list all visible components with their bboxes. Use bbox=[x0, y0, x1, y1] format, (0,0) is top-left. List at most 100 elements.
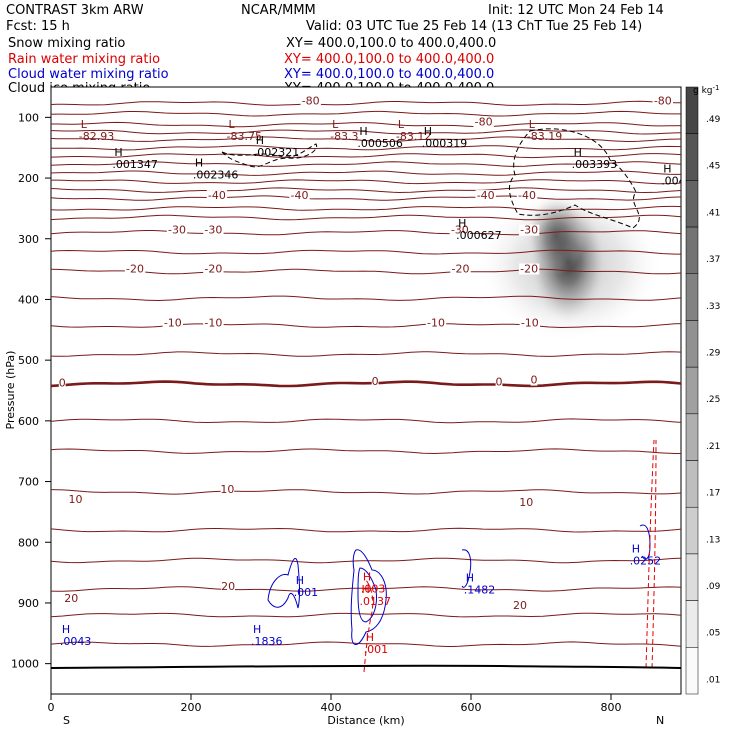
isotherm-label-bg bbox=[58, 377, 66, 389]
colorbar-label: .29 bbox=[706, 348, 721, 358]
cloud-ice-max-value: .000627 bbox=[456, 229, 502, 242]
isotherm-line bbox=[51, 187, 681, 194]
cloud-water-max-marker: H bbox=[62, 623, 70, 636]
isotherm-label-bg bbox=[203, 317, 224, 329]
cloud-ice-contour-right bbox=[508, 128, 640, 229]
y-tick-label: 900 bbox=[18, 597, 39, 610]
isotherm-line bbox=[51, 586, 681, 592]
field-snow-label: Snow mixing ratio bbox=[8, 36, 125, 51]
field-cloudwater-xy: XY= 400.0,100.0 to 400.0,400.0 bbox=[284, 67, 494, 82]
cloud-ice-max-value: .002346 bbox=[193, 168, 239, 181]
y-tick-label: 800 bbox=[18, 536, 39, 549]
terrain-surface-line bbox=[51, 664, 681, 669]
rain-max-value: .001 bbox=[364, 643, 389, 656]
colorbar-label: .21 bbox=[706, 442, 720, 452]
y-tick-label: 600 bbox=[18, 415, 39, 428]
isotherm-label: -80 bbox=[654, 94, 672, 107]
forecast-hour: Fcst: 15 h bbox=[6, 19, 70, 34]
cloud-ice-max-marker: H bbox=[458, 217, 466, 230]
cloud-water-max-value: .0043 bbox=[60, 635, 92, 648]
cloud-ice-max-value: .00468 bbox=[661, 175, 700, 188]
isotherm-label-bg bbox=[300, 95, 321, 107]
cloud-ice-max-value: .003393 bbox=[572, 158, 618, 171]
isotherm-label: -10 bbox=[164, 317, 182, 330]
isotherm-line bbox=[51, 100, 681, 106]
rain-max-value: .003 bbox=[361, 582, 386, 595]
isotherm-line bbox=[51, 153, 681, 159]
isotherm-label-bg bbox=[475, 190, 496, 202]
colorbar-label: .05 bbox=[706, 629, 720, 639]
isotherm-label-bg bbox=[203, 224, 224, 236]
colorbar-label: .17 bbox=[706, 489, 720, 499]
x-tick-label: 600 bbox=[461, 701, 482, 714]
isotherm-line bbox=[51, 195, 681, 201]
isotherm-line bbox=[51, 527, 681, 533]
isotherm-label-bg bbox=[166, 224, 188, 236]
isotherm-label: -30 bbox=[168, 224, 186, 237]
colorbar-swatch bbox=[685, 320, 699, 368]
isotherm-label-bg bbox=[652, 95, 673, 107]
isotherm-label: -10 bbox=[427, 317, 445, 330]
isotherm-line bbox=[51, 323, 681, 329]
cloud-ice-max-value: .002321 bbox=[254, 146, 299, 159]
isotherm-label: -10 bbox=[204, 317, 222, 330]
low-marker: L bbox=[81, 118, 88, 131]
low-value: -83.12 bbox=[396, 130, 431, 143]
isotherm-line bbox=[51, 170, 681, 176]
isotherm-label: 10 bbox=[69, 493, 83, 506]
isotherm-label-bg bbox=[450, 263, 471, 275]
isotherm-label-bg bbox=[371, 375, 379, 387]
isotherm-line bbox=[51, 612, 681, 618]
isotherm-label-bg bbox=[530, 374, 538, 386]
isotherm-line bbox=[51, 136, 681, 143]
cloud-ice-max-marker: H bbox=[359, 125, 367, 138]
cloud-ice-max-value: .000319 bbox=[422, 137, 468, 150]
isotherm-label-bg bbox=[518, 224, 540, 236]
field-cloudwater-label: Cloud water mixing ratio bbox=[8, 67, 169, 82]
field-rain-label: Rain water mixing ratio bbox=[8, 52, 160, 67]
isotherm-label: -30 bbox=[451, 224, 469, 237]
rain-max-marker: H bbox=[363, 570, 371, 583]
isotherm-label: -30 bbox=[204, 224, 222, 237]
isotherm-label-bg bbox=[206, 190, 228, 202]
y-tick-label: 300 bbox=[18, 233, 39, 246]
x-axis-title: Distance (km) bbox=[327, 714, 404, 727]
isotherm-label: -20 bbox=[204, 263, 222, 276]
colorbar-unit: g kg-1 bbox=[693, 84, 719, 96]
isotherm-line bbox=[51, 110, 681, 117]
isotherm-label: 0 bbox=[496, 375, 503, 388]
rain-max-marker: H bbox=[366, 631, 374, 644]
isotherm-label-bg bbox=[495, 376, 503, 388]
low-value: -83.75 bbox=[227, 130, 262, 143]
isotherm-line bbox=[51, 641, 681, 647]
isotherm-label: 0 bbox=[372, 375, 379, 388]
cloud-ice-max-marker: H bbox=[424, 125, 432, 138]
colorbar-label: .09 bbox=[706, 582, 721, 592]
isotherm-label-bg bbox=[124, 263, 146, 275]
cloud-ice-max-value: .001347 bbox=[112, 158, 157, 171]
low-value: -83.19 bbox=[527, 130, 562, 143]
low-value: -82.93 bbox=[79, 130, 114, 143]
snow-core-upper bbox=[526, 195, 586, 275]
isotherm-line bbox=[51, 121, 681, 128]
isotherm-label: 0 bbox=[531, 374, 538, 387]
colorbar-label: .45 bbox=[706, 162, 720, 172]
cloud-water-max-marker: H bbox=[296, 574, 304, 587]
plot-area bbox=[50, 86, 682, 695]
low-marker: L bbox=[529, 118, 536, 131]
isotherm-label: -30 bbox=[520, 224, 538, 237]
south-label: S bbox=[63, 714, 70, 727]
colorbar-swatch bbox=[685, 600, 699, 648]
isotherm-line bbox=[51, 145, 681, 151]
isotherm-line bbox=[51, 557, 681, 564]
cloud-water-contour-2 bbox=[350, 549, 387, 645]
colorbar-swatch bbox=[685, 647, 699, 695]
cloud-ice-max-value: .000506 bbox=[357, 137, 403, 150]
cloud-ice-max-marker: H bbox=[663, 163, 671, 176]
isotherm-group bbox=[51, 100, 681, 647]
low-value: -83.3 bbox=[330, 130, 358, 143]
isotherm-line bbox=[51, 268, 681, 275]
y-axis-title: Pressure (hPa) bbox=[4, 351, 17, 430]
isotherm-label-bg bbox=[221, 580, 235, 592]
